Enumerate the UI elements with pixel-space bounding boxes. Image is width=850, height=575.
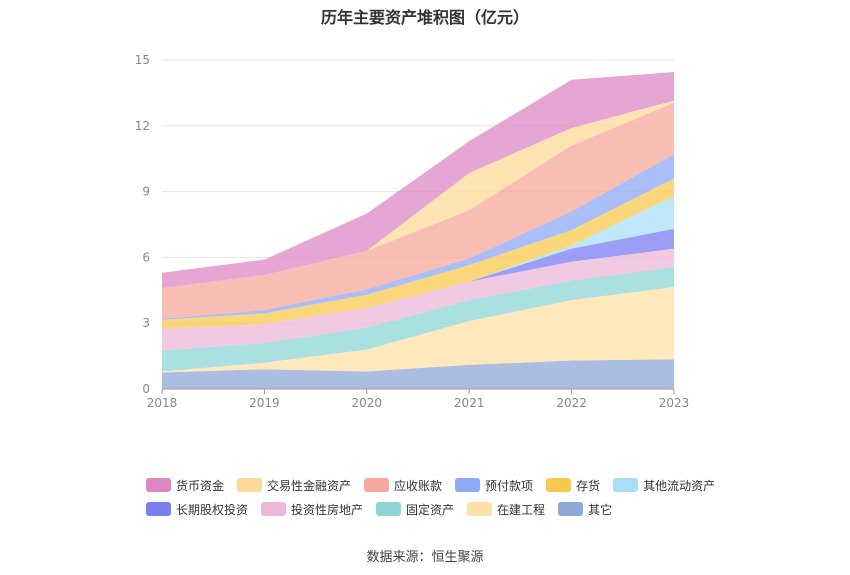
legend-item[interactable]: 投资性房地产 (261, 501, 363, 518)
legend-item[interactable]: 存货 (546, 477, 600, 494)
legend-label: 货币资金 (176, 478, 225, 493)
area-固定资产 (162, 267, 674, 372)
legend-swatch (261, 502, 287, 516)
legend-row: 长期股权投资 投资性房地产 固定资产 在建工程 其它 (146, 497, 746, 521)
legend-item[interactable]: 货币资金 (146, 477, 224, 494)
area-交易性金融资产 (162, 100, 674, 289)
area-在建工程 (162, 287, 674, 373)
y-tick-label: 0 (142, 382, 150, 396)
legend-item[interactable]: 交易性金融资产 (237, 477, 351, 494)
legend-label: 预付款项 (485, 478, 534, 493)
y-tick-label: 12 (135, 119, 150, 133)
legend-swatch (376, 502, 402, 516)
x-tick-label: 2018 (147, 396, 178, 410)
legend-label: 固定资产 (406, 502, 455, 517)
y-tick-label: 6 (142, 250, 150, 264)
x-tick-label: 2023 (659, 396, 690, 410)
source-note: 数据来源：恒生聚源 (366, 550, 484, 565)
legend-swatch (546, 478, 572, 492)
legend-item[interactable]: 其他流动资产 (613, 477, 715, 494)
legend-row: 货币资金 交易性金融资产 应收账款 预付款项 存货 其他流动资产 (146, 473, 746, 497)
legend-swatch (364, 478, 390, 492)
legend-label: 应收账款 (394, 478, 443, 493)
area-货币资金 (162, 72, 674, 289)
legend-item[interactable]: 预付款项 (455, 477, 533, 494)
legend-label: 投资性房地产 (291, 502, 364, 517)
legend-label: 存货 (576, 478, 601, 493)
legend-swatch (467, 502, 493, 516)
area-投资性房地产 (162, 248, 674, 351)
legend-item[interactable]: 长期股权投资 (146, 501, 248, 518)
legend-label: 在建工程 (497, 502, 546, 517)
stacked-area-chart: 0 3 6 9 12 15 2018 2019 2020 2021 2022 2023 (135, 53, 690, 410)
legend-swatch (237, 478, 263, 492)
area-其它 (162, 359, 674, 389)
legend-swatch (146, 502, 171, 516)
legend-label: 长期股权投资 (176, 502, 249, 517)
legend-item[interactable]: 固定资产 (376, 501, 454, 518)
x-tick-label: 2021 (454, 396, 485, 410)
x-tick-label: 2019 (249, 396, 280, 410)
legend-swatch (146, 478, 171, 492)
legend-swatch (558, 502, 584, 516)
legend-label: 其它 (588, 502, 613, 517)
legend-label: 其他流动资产 (643, 478, 716, 493)
y-tick-label: 9 (142, 185, 150, 199)
area-长期股权投资 (162, 228, 674, 329)
x-tick-label: 2022 (556, 396, 587, 410)
chart-title: 历年主要资产堆积图（亿元） (320, 8, 529, 27)
x-tick-label: 2020 (352, 396, 383, 410)
legend-item[interactable]: 在建工程 (467, 501, 545, 518)
y-tick-label: 3 (142, 316, 150, 330)
chart-legend: 货币资金 交易性金融资产 应收账款 预付款项 存货 其他流动资产长期股权投资 投资性房地产 固… (146, 473, 746, 521)
legend-item[interactable]: 应收账款 (364, 477, 442, 494)
legend-swatch (613, 478, 639, 492)
legend-swatch (455, 478, 481, 492)
y-tick-label: 15 (135, 53, 150, 67)
legend-item[interactable]: 其它 (558, 501, 612, 518)
area-应收账款 (162, 102, 674, 319)
legend-label: 交易性金融资产 (267, 478, 352, 493)
